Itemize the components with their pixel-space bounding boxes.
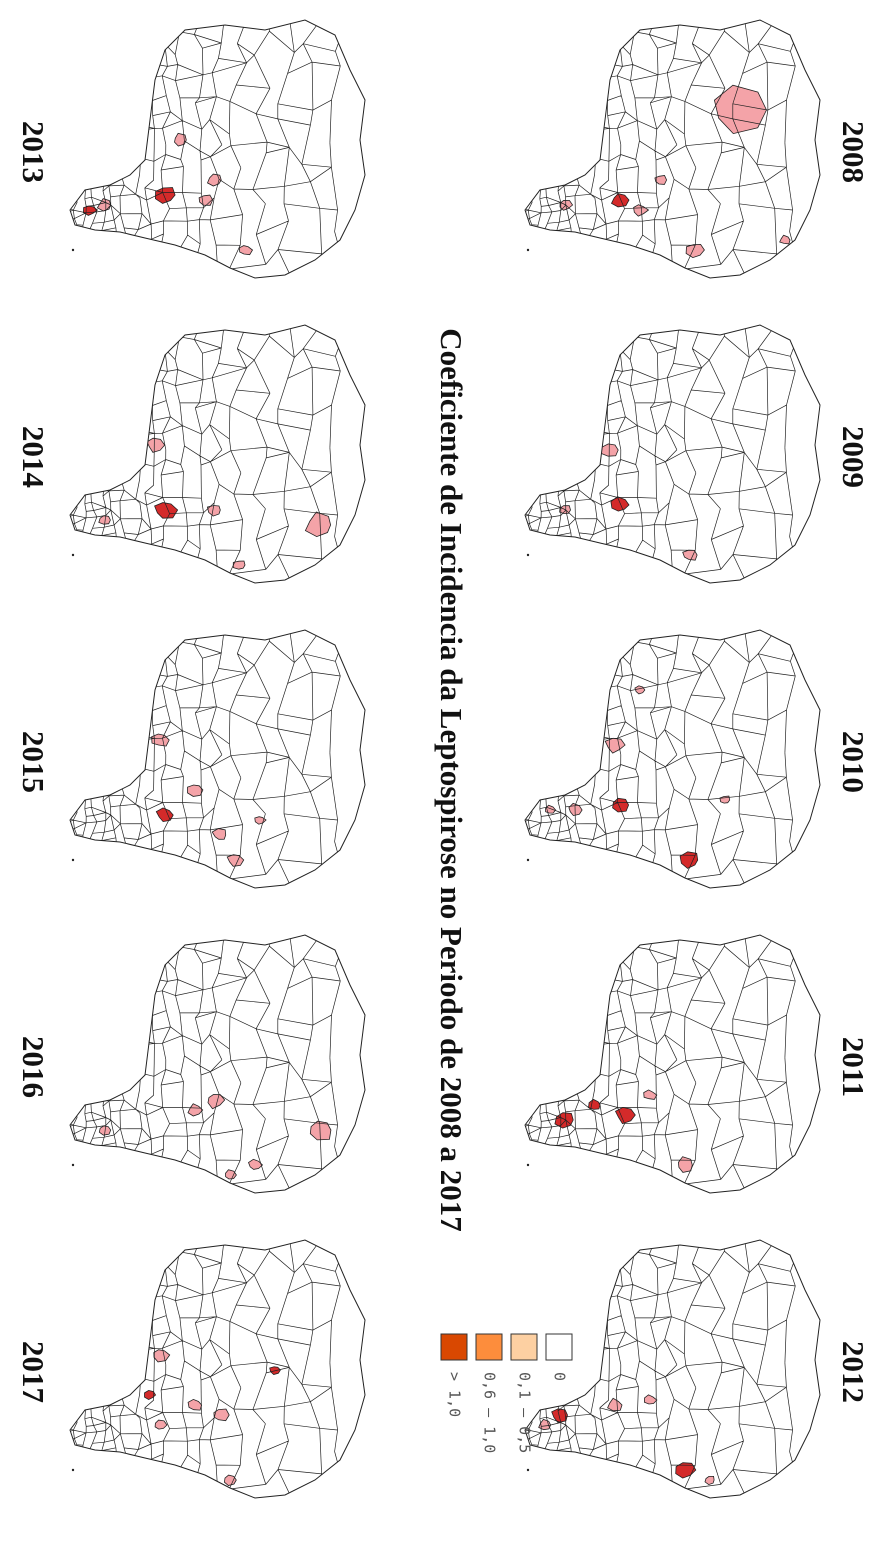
- year-label: 2011: [836, 1037, 871, 1097]
- map: [521, 923, 820, 1202]
- year-label: 2015: [16, 731, 51, 793]
- legend-swatch: [476, 1334, 502, 1360]
- year-label: 2016: [16, 1036, 51, 1098]
- map-dot: [527, 859, 529, 861]
- legend-label: 0,1 – 0,5: [516, 1372, 534, 1453]
- map-dot: [72, 1469, 74, 1471]
- legend-label: > 1,0: [446, 1372, 464, 1417]
- map-dot: [527, 1469, 529, 1471]
- legend-swatch: [441, 1334, 467, 1360]
- map: [66, 1228, 365, 1507]
- map: [66, 618, 365, 897]
- municipality-highlight: [199, 195, 213, 205]
- map: [521, 618, 820, 897]
- figure-title: Coeficiente de Incidencia da Leptospiros…: [434, 328, 469, 1232]
- map-dot: [527, 554, 529, 556]
- map: [521, 1228, 820, 1507]
- year-label: 2014: [16, 426, 51, 488]
- map-dot: [72, 554, 74, 556]
- legend-swatch: [546, 1334, 572, 1360]
- map: [521, 313, 820, 592]
- legend-label: 0,6 – 1,0: [481, 1372, 499, 1453]
- year-label: 2008: [836, 121, 871, 183]
- figure: Coeficiente de Incidencia da Leptospiros…: [0, 0, 878, 1561]
- year-label: 2009: [836, 426, 871, 488]
- year-label: 2012: [836, 1341, 871, 1403]
- legend-label: 0: [551, 1372, 569, 1381]
- map-dot: [527, 1164, 529, 1166]
- map: [66, 313, 365, 592]
- year-label: 2010: [836, 731, 871, 793]
- year-label: 2017: [16, 1341, 51, 1403]
- map-dot: [72, 859, 74, 861]
- legend-swatch: [511, 1334, 537, 1360]
- map: [66, 923, 365, 1202]
- map: [66, 8, 365, 287]
- map: [521, 8, 820, 287]
- map-dot: [72, 1164, 74, 1166]
- map-dot: [72, 249, 74, 251]
- year-label: 2013: [16, 121, 51, 183]
- map-dot: [527, 249, 529, 251]
